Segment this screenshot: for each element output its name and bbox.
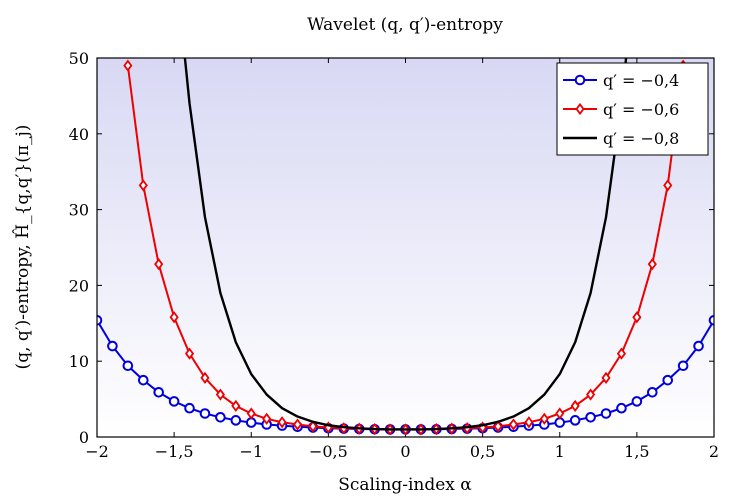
data-point [524, 416, 534, 429]
data-point [246, 407, 256, 420]
series-line [183, 58, 628, 431]
data-point [123, 59, 133, 72]
data-point [539, 412, 549, 425]
data-point [663, 179, 673, 192]
y-tick-label: 20 [69, 276, 89, 295]
x-tick-label: 1 [555, 442, 565, 461]
y-tick-label: 0 [79, 428, 89, 447]
data-point [600, 408, 612, 419]
data-point [662, 374, 674, 386]
data-point [168, 396, 180, 407]
data-point [97, 314, 103, 326]
data-point [308, 420, 318, 433]
data-point [677, 360, 689, 372]
data-point [292, 418, 303, 431]
data-point [570, 399, 580, 413]
data-point [122, 360, 134, 372]
data-point [632, 311, 642, 324]
data-point [137, 374, 149, 386]
x-tick-label: 0,5 [470, 442, 495, 461]
data-point [154, 258, 164, 271]
legend-entry: q′ = −0,4 [563, 71, 679, 90]
data-point [277, 416, 287, 429]
data-point [555, 407, 565, 420]
chart-title: Wavelet (q, q′)-entropy [307, 15, 503, 35]
x-tick-label: −2 [85, 442, 109, 461]
data-point [184, 402, 195, 414]
data-point [215, 388, 225, 401]
data-point [616, 347, 627, 360]
data-point [184, 347, 195, 360]
data-point [569, 415, 581, 426]
data-point [107, 340, 118, 352]
data-point [169, 311, 179, 324]
y-axis-label: (q, q′)-entropy, Ĥ_{q,q′}(π_j) [12, 125, 33, 370]
data-point [616, 402, 627, 414]
data-point [693, 340, 704, 352]
data-point [708, 314, 714, 326]
data-point [631, 396, 643, 407]
data-point [586, 388, 596, 401]
legend-marker [574, 74, 586, 86]
legend-marker [575, 102, 585, 116]
y-tick-label: 40 [69, 125, 89, 144]
x-tick-label: 2 [709, 442, 719, 461]
y-tick-label: 30 [69, 201, 89, 220]
x-tick-label: −1 [239, 442, 263, 461]
data-point [138, 179, 148, 192]
data-point [508, 418, 519, 431]
y-tick-label: 50 [69, 49, 89, 68]
legend-label: q′ = −0,6 [603, 100, 679, 119]
legend-label: q′ = −0,4 [603, 71, 679, 90]
axes-frame [96, 57, 715, 438]
data-point [153, 386, 164, 398]
legend-entry: q′ = −0,6 [563, 100, 679, 119]
x-tick-label: 1,5 [624, 442, 649, 461]
data-point [601, 371, 611, 384]
data-point [647, 386, 658, 398]
data-point [493, 420, 503, 433]
y-tick-label: 10 [69, 352, 89, 371]
data-point [231, 399, 241, 413]
legend-entry: q′ = −0,8 [563, 129, 679, 148]
series-layer [97, 58, 714, 436]
x-axis-label: Scaling-index α [338, 475, 472, 495]
data-point [262, 412, 272, 425]
x-tick-label: −1,5 [155, 442, 194, 461]
legend: q′ = −0,4 q′ = −0,6 q′ = −0,8 [556, 62, 709, 156]
data-point [200, 371, 210, 384]
data-point [215, 411, 226, 423]
legend-label: q′ = −0,8 [603, 129, 679, 148]
data-point [199, 408, 211, 419]
data-point [647, 258, 657, 271]
data-point [230, 415, 242, 426]
x-tick-label: −0,5 [309, 442, 348, 461]
x-tick-label: 0 [400, 442, 410, 461]
data-point [585, 411, 596, 423]
series-2 [183, 58, 628, 431]
